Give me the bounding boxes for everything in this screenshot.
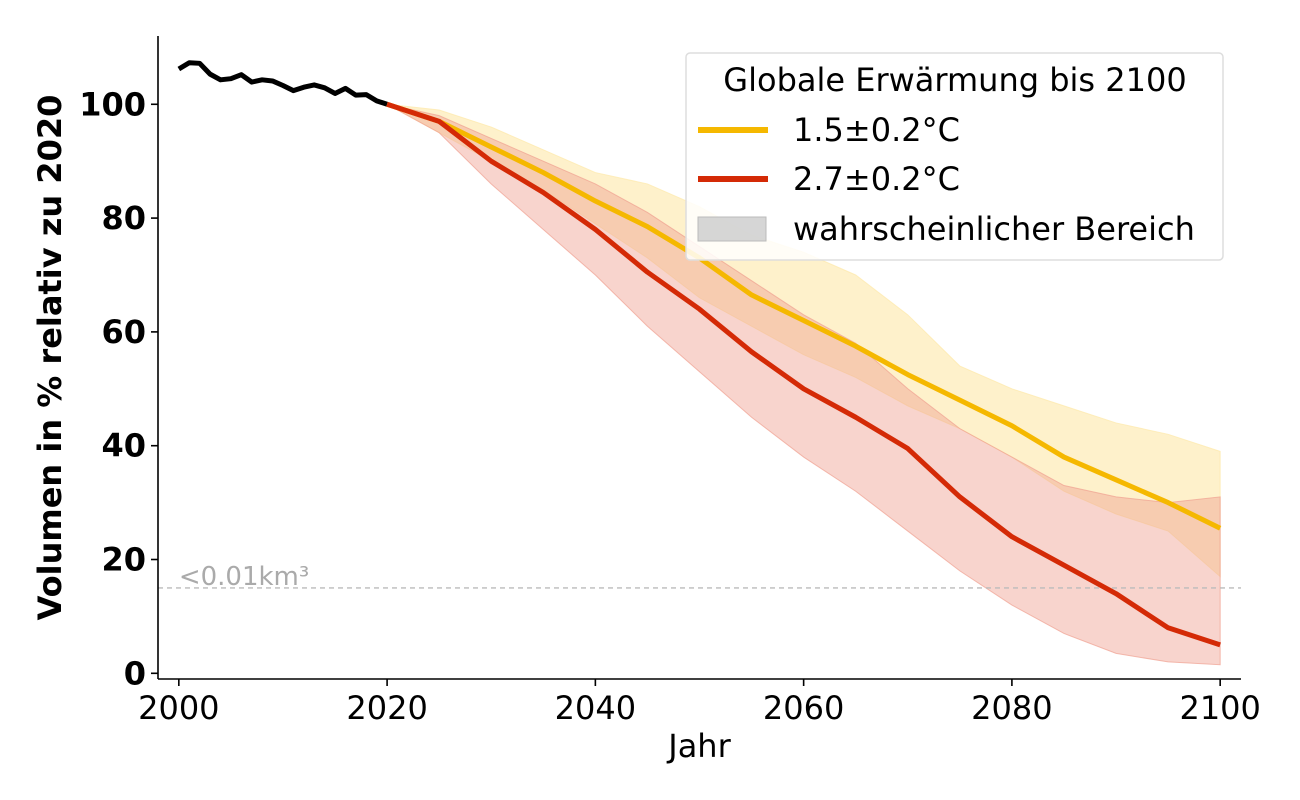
x-tick-label: 2000 — [138, 689, 219, 727]
band-2-7-0-2-c — [386, 103, 1221, 666]
x-tick-label: 2100 — [1179, 689, 1260, 727]
x-tick-label: 2080 — [971, 689, 1052, 727]
x-tick-label: 2020 — [346, 689, 427, 727]
reference-line-group: <0.01km³ — [158, 562, 1241, 592]
legend-swatch-range — [697, 216, 767, 242]
legend-box — [685, 52, 1224, 261]
reference-line-label: <0.01km³ — [179, 562, 309, 592]
legend-label-2-7: 2.7±0.2°C — [793, 160, 960, 198]
axes — [157, 36, 1241, 680]
confidence-bands — [386, 103, 1221, 666]
x-axis-title: Jahr — [666, 727, 731, 765]
legend-label-range: wahrscheinlicher Bereich — [793, 210, 1195, 248]
legend: Globale Erwärmung bis 2100 1.5±0.2°C 2.7… — [685, 52, 1224, 261]
historical-line — [177, 60, 388, 107]
y-tick-label: 80 — [101, 199, 146, 237]
y-tick-label: 20 — [101, 541, 146, 579]
y-tick-label: 100 — [79, 85, 146, 123]
y-axis-title: Volumen in % relativ zu 2020 — [31, 95, 69, 621]
legend-label-1-5: 1.5±0.2°C — [793, 111, 960, 149]
y-tick-label: 40 — [101, 427, 146, 465]
y-tick-label: 0 — [124, 654, 146, 692]
x-tick-label: 2040 — [555, 689, 636, 727]
x-tick-label: 2060 — [763, 689, 844, 727]
line-1-5-0-2-c — [386, 101, 1222, 531]
line-2-7-0-2-c — [386, 101, 1221, 648]
legend-title: Globale Erwärmung bis 2100 — [723, 61, 1186, 99]
y-tick-label: 60 — [101, 313, 146, 351]
series-lines — [177, 60, 1222, 648]
